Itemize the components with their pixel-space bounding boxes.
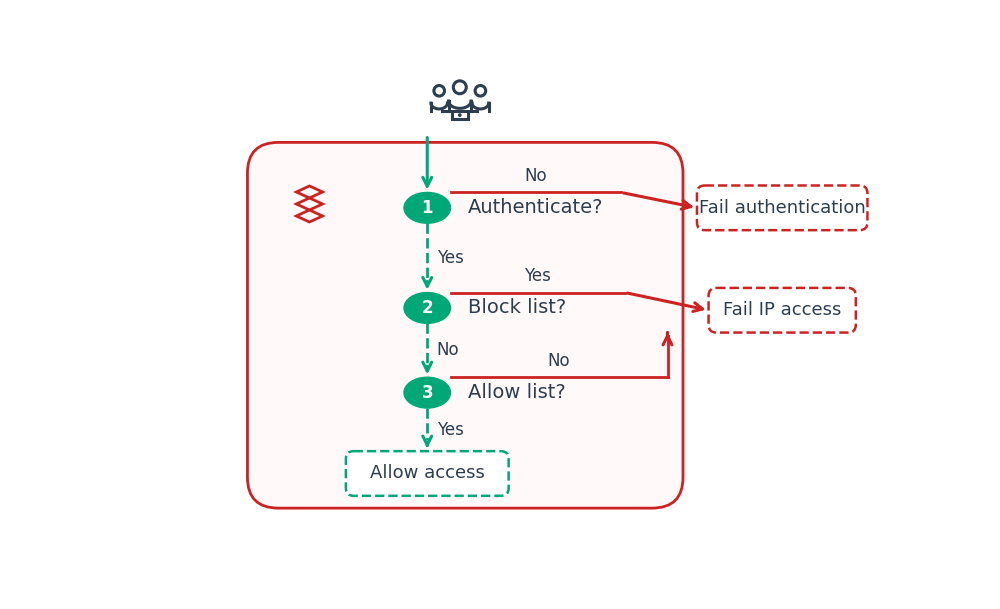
Text: Allow access: Allow access [370,465,485,482]
FancyBboxPatch shape [697,186,867,230]
Ellipse shape [404,292,450,323]
Text: Yes: Yes [437,421,463,438]
Text: Fail authentication: Fail authentication [699,199,866,217]
Text: Block list?: Block list? [468,298,566,317]
FancyBboxPatch shape [247,143,683,508]
Text: No: No [524,167,547,185]
FancyBboxPatch shape [709,288,856,333]
Text: Yes: Yes [524,267,551,285]
Text: No: No [548,351,570,370]
Text: 2: 2 [421,299,433,317]
Ellipse shape [404,192,450,224]
Text: 1: 1 [422,199,433,217]
Text: Yes: Yes [437,249,463,267]
Ellipse shape [404,377,450,408]
Text: No: No [437,341,459,359]
Text: Fail IP access: Fail IP access [723,301,841,319]
FancyBboxPatch shape [452,111,468,119]
Text: Authenticate?: Authenticate? [468,199,603,217]
FancyBboxPatch shape [346,451,509,496]
Text: Allow list?: Allow list? [468,383,565,402]
Text: 3: 3 [421,384,433,401]
Circle shape [459,114,461,116]
